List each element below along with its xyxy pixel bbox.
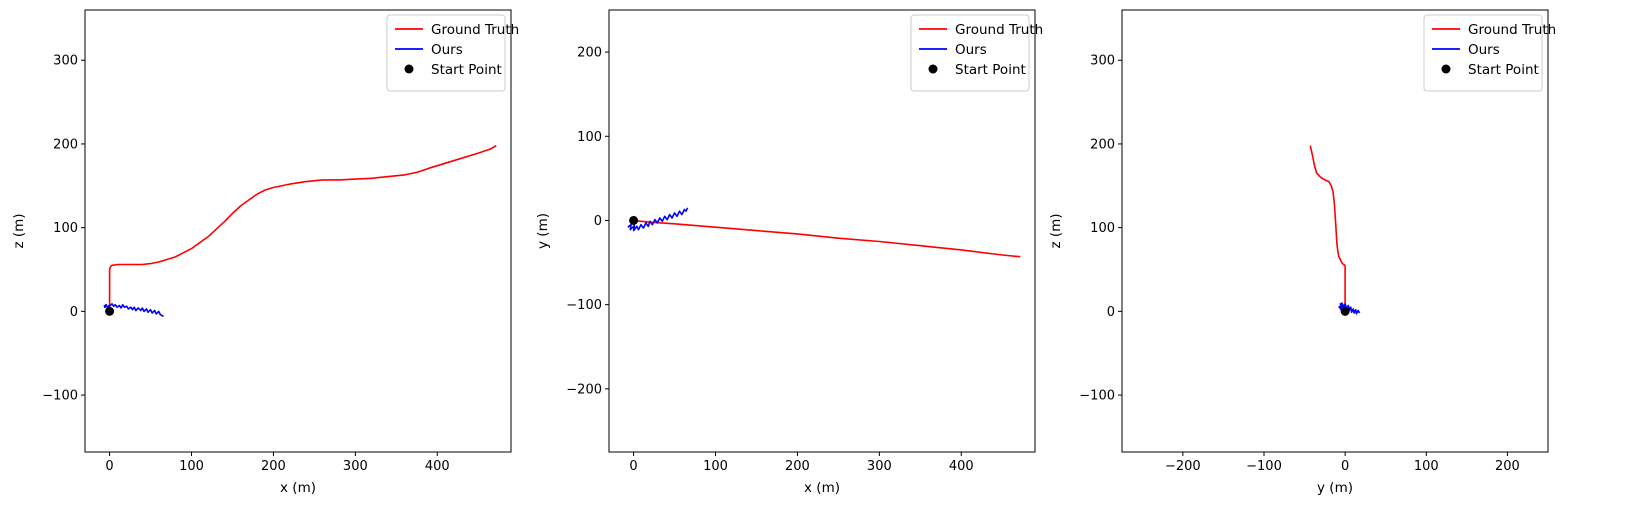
legend-swatch-marker — [1441, 64, 1451, 74]
legend-box — [1423, 14, 1543, 92]
legend-box — [910, 14, 1030, 92]
y-tick-label: 0 — [1107, 305, 1115, 320]
legend: Ground Truth Ours Start Point — [1423, 14, 1556, 92]
x-tick-label: 100 — [703, 459, 728, 474]
plot-frame — [608, 9, 1036, 453]
legend-swatch-marker — [928, 64, 938, 74]
y-tick-label: −100 — [1079, 389, 1115, 404]
y-tick-label: −200 — [566, 382, 602, 397]
x-axis-label: x (m) — [804, 480, 840, 496]
series-line-ground-truth — [1309, 145, 1346, 312]
legend-entry-label: Ours — [431, 42, 463, 58]
series-line-ours — [103, 303, 164, 318]
y-tick-label: −100 — [42, 389, 78, 404]
legend-entry-label: Start Point — [431, 62, 502, 78]
y-axis-label: z (m) — [1048, 213, 1064, 248]
y-tick-label: 200 — [53, 137, 78, 152]
legend-entry-label: Ground Truth — [431, 22, 519, 38]
x-tick-label: 0 — [1341, 459, 1349, 474]
plot-frame — [1121, 9, 1549, 453]
y-tick-label: 100 — [577, 130, 602, 145]
y-tick-label: 0 — [594, 214, 602, 229]
y-tick-label: 0 — [70, 305, 78, 320]
y-tick-label: 300 — [53, 54, 78, 69]
x-axis-label: y (m) — [1317, 480, 1353, 496]
series-line-ground-truth — [633, 219, 1021, 258]
chart-panel-1: 0 100 200 300 400 −100 0 100 200 300 x (m) z (m) Gro… — [11, 9, 519, 496]
y-tick-label: 300 — [1090, 54, 1115, 69]
x-tick-label: 200 — [785, 459, 810, 474]
legend: Ground Truth Ours Start Point — [910, 14, 1043, 92]
x-axis-label: x (m) — [280, 480, 316, 496]
y-tick-label: 200 — [577, 46, 602, 61]
x-tick-label: 0 — [105, 459, 113, 474]
series-line-ours — [1338, 302, 1361, 315]
x-tick-label: −200 — [1165, 459, 1201, 474]
chart-panel-3: −200 −100 0 100 200 −100 0 100 200 300 y (m) z (m) G… — [1048, 9, 1556, 496]
series-line-ground-truth — [108, 144, 497, 312]
x-tick-label: 100 — [179, 459, 204, 474]
legend: Ground Truth Ours Start Point — [386, 14, 519, 92]
y-tick-label: −100 — [566, 298, 602, 313]
x-tick-label: 400 — [949, 459, 974, 474]
x-tick-label: 0 — [629, 459, 637, 474]
x-tick-label: −100 — [1246, 459, 1282, 474]
legend-entry-label: Ours — [1468, 42, 1500, 58]
series-line-ours — [627, 207, 689, 232]
y-axis-label: y (m) — [535, 213, 551, 249]
legend-entry-label: Ours — [955, 42, 987, 58]
start-point-marker — [629, 215, 639, 225]
start-point-marker — [105, 306, 115, 316]
y-axis-label: z (m) — [11, 213, 27, 248]
y-tick-label: 100 — [53, 221, 78, 236]
y-tick-label: 200 — [1090, 137, 1115, 152]
legend-entry-label: Start Point — [955, 62, 1026, 78]
start-point-marker — [1340, 306, 1350, 316]
x-tick-label: 100 — [1414, 459, 1439, 474]
legend-entry-label: Start Point — [1468, 62, 1539, 78]
legend-entry-label: Ground Truth — [955, 22, 1043, 38]
x-tick-label: 200 — [261, 459, 286, 474]
legend-box — [386, 14, 506, 92]
x-tick-label: 300 — [343, 459, 368, 474]
legend-entry-label: Ground Truth — [1468, 22, 1556, 38]
x-tick-label: 300 — [867, 459, 892, 474]
legend-swatch-marker — [404, 64, 414, 74]
chart-panel-2: 0 100 200 300 400 −200 −100 0 100 200 x (m) y (m) Gr… — [535, 9, 1043, 496]
plot-frame — [84, 9, 512, 453]
x-tick-label: 400 — [425, 459, 450, 474]
x-tick-label: 200 — [1495, 459, 1520, 474]
y-tick-label: 100 — [1090, 221, 1115, 236]
